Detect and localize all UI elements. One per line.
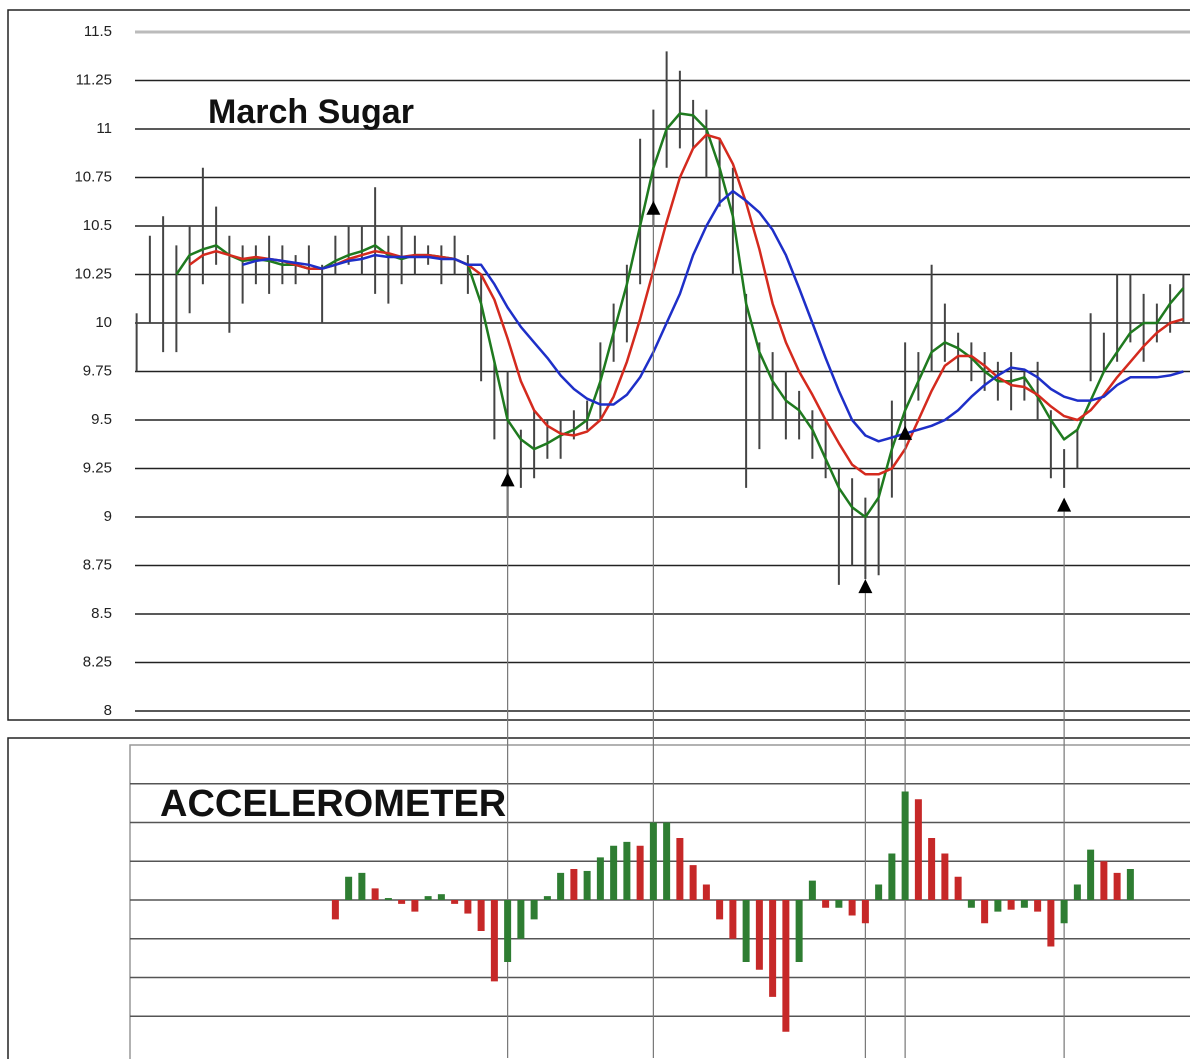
accelerometer-bar	[610, 845, 618, 900]
accelerometer-bar	[822, 900, 830, 908]
accelerometer-bar	[358, 872, 366, 900]
accelerometer-bar	[835, 900, 843, 908]
accelerometer-bar	[782, 900, 790, 1032]
accelerometer-bar	[345, 876, 353, 900]
accelerometer-bar	[875, 884, 883, 900]
accelerometer-bar	[954, 876, 962, 900]
moving-average-line	[188, 133, 1184, 476]
y-tick-label: 8	[104, 702, 112, 719]
y-tick-label: 11.25	[76, 71, 112, 88]
accelerometer-bar	[557, 872, 565, 900]
accelerometer-bar	[808, 880, 816, 900]
accelerometer-bar	[1087, 849, 1095, 900]
y-tick-label: 10.75	[74, 168, 112, 185]
accelerometer-bar	[451, 900, 459, 904]
grid-layer: 11.5 11.25 11 10.75 10.5 10.25 10 9.75 9.5 9.25 9 8…	[74, 23, 1190, 1017]
accelerometer-bar	[1113, 872, 1121, 900]
accelerometer-bar	[861, 900, 869, 924]
accelerometer-bar	[1060, 900, 1068, 924]
accelerometer-bar	[411, 900, 419, 912]
accelerometer-bar	[583, 870, 591, 900]
y-tick-label: 9.5	[91, 411, 112, 428]
accelerometer-bar	[967, 900, 975, 908]
signal-arrow	[646, 200, 661, 215]
accelerometer-bar	[477, 900, 485, 931]
y-tick-label: 10.5	[83, 217, 112, 234]
accelerometer-bar	[1020, 900, 1028, 908]
accelerometer-bar	[570, 869, 578, 900]
accelerometer-bar	[490, 900, 498, 982]
y-tick-label: 10.25	[74, 265, 112, 282]
y-tick-label: 9.25	[83, 459, 112, 476]
y-tick-label: 8.25	[83, 653, 112, 670]
accelerometer-bar	[676, 838, 684, 900]
accelerometer-bar	[331, 900, 339, 920]
accelerometer-bar	[464, 900, 472, 914]
moving-average-line	[242, 189, 1184, 443]
marks-layer	[135, 51, 1185, 1058]
signal-arrow	[500, 472, 515, 487]
accelerometer-bar	[1126, 869, 1134, 900]
accelerometer-bar	[941, 853, 949, 900]
accelerometer-bar	[424, 896, 432, 900]
y-tick-label: 9.75	[83, 362, 112, 379]
accelerometer-bar	[689, 865, 697, 900]
chart-title: ACCELEROMETER	[160, 783, 506, 825]
accelerometer-bar	[742, 900, 750, 962]
bottom-plot-box	[129, 744, 1190, 1059]
y-tick-label: 10	[95, 314, 112, 331]
accelerometer-bar	[981, 900, 989, 924]
signal-arrow	[858, 579, 873, 594]
signal-arrow	[1057, 497, 1072, 512]
accelerometer-bar	[1047, 900, 1055, 947]
accelerometer-bar	[623, 841, 631, 900]
accelerometer-bar	[769, 900, 777, 997]
accelerometer-bar	[530, 900, 538, 920]
y-tick-label: 8.75	[83, 556, 112, 573]
y-tick-label: 11	[96, 120, 112, 137]
y-tick-label: 9	[104, 508, 112, 525]
accelerometer-bar	[649, 822, 657, 900]
accelerometer-bar	[702, 884, 710, 900]
bottom-panel-frame	[7, 737, 1190, 1059]
accelerometer-bar	[437, 894, 445, 900]
moving-average-line	[175, 112, 1185, 519]
accelerometer-bar	[663, 822, 671, 900]
accelerometer-bar	[596, 857, 604, 900]
accelerometer-bar	[914, 799, 922, 900]
top-panel-frame	[7, 9, 1190, 721]
accelerometer-bar	[543, 896, 551, 900]
accelerometer-bar	[755, 900, 763, 970]
accelerometer-bar	[729, 900, 737, 939]
accelerometer-bar	[1034, 900, 1042, 912]
y-tick-label: 11.5	[84, 23, 112, 40]
accelerometer-bar	[928, 838, 936, 900]
chart-title: March Sugar	[208, 93, 414, 131]
accelerometer-bar	[384, 898, 392, 900]
accelerometer-bar	[848, 900, 856, 916]
accelerometer-bar	[1007, 900, 1015, 910]
accelerometer-bar	[716, 900, 724, 920]
accelerometer-bar	[795, 900, 803, 962]
accelerometer-bar	[1100, 861, 1108, 900]
accelerometer-bar	[1073, 884, 1081, 900]
y-tick-label: 8.5	[91, 605, 112, 622]
accelerometer-bar	[504, 900, 512, 962]
accelerometer-bar	[398, 900, 406, 904]
signal-arrow	[898, 425, 913, 440]
accelerometer-bar	[371, 888, 379, 900]
accelerometer-bar	[901, 791, 909, 900]
accelerometer-bar	[517, 900, 525, 939]
accelerometer-bar	[888, 853, 896, 900]
accelerometer-bar	[636, 845, 644, 900]
accelerometer-bar	[994, 900, 1002, 912]
